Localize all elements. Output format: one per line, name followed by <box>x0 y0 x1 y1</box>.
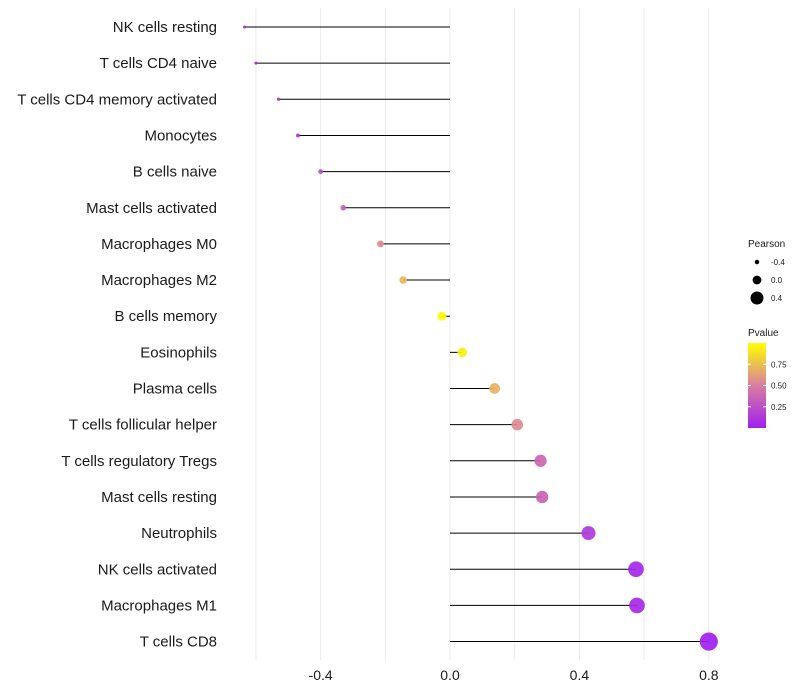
grid-lines <box>255 8 710 660</box>
size-legend-label: -0.4 <box>771 258 785 267</box>
data-point <box>457 347 468 358</box>
size-legend-key <box>754 259 760 265</box>
x-tick-label: -0.4 <box>309 667 333 683</box>
x-tick-label: 0.0 <box>440 667 460 683</box>
color-legend-title: Pvalue <box>748 328 779 339</box>
color-legend-label: 0.75 <box>771 360 787 369</box>
category-label: Plasma cells <box>133 381 217 398</box>
category-label: NK cells resting <box>113 19 217 36</box>
data-point <box>699 632 718 651</box>
category-label: Macrophages M1 <box>101 597 217 614</box>
size-legend-key <box>750 291 764 305</box>
category-label: NK cells activated <box>98 561 217 578</box>
category-labels: NK cells resting T cells CD4 naive T cells… <box>17 19 217 651</box>
category-label: Mast cells activated <box>86 200 217 217</box>
category-label: Neutrophils <box>141 525 217 542</box>
data-point <box>243 25 247 29</box>
color-legend-label: 0.25 <box>771 403 787 412</box>
data-point <box>254 61 258 65</box>
data-point <box>629 597 645 614</box>
data-point <box>536 490 549 504</box>
lollipop-points <box>243 25 718 651</box>
category-label: B cells memory <box>114 308 217 325</box>
data-point <box>340 204 346 211</box>
size-legend-label: 0.4 <box>771 294 783 303</box>
data-point <box>628 561 644 578</box>
data-point <box>581 526 596 541</box>
data-point <box>534 454 547 467</box>
x-tick-labels: -0.4 0.0 0.4 0.8 <box>309 667 719 683</box>
size-legend-title: Pearson <box>748 239 785 250</box>
color-legend-label: 0.50 <box>771 382 787 391</box>
data-point <box>377 240 384 248</box>
category-label: T cells follicular helper <box>69 417 217 434</box>
category-label: T cells CD4 naive <box>100 55 217 72</box>
data-point <box>276 97 281 101</box>
data-point <box>295 133 300 138</box>
category-label: Macrophages M2 <box>101 272 217 289</box>
lollipop-stems <box>244 26 709 643</box>
category-label: Mast cells resting <box>101 489 217 506</box>
data-point <box>511 418 524 431</box>
color-bar <box>748 343 766 428</box>
category-label: T cells CD8 <box>140 634 217 651</box>
data-point <box>437 311 447 321</box>
category-label: T cells regulatory Tregs <box>61 453 217 470</box>
x-tick-label: 0.4 <box>570 667 590 683</box>
data-point <box>399 276 407 284</box>
size-legend-key <box>752 275 762 285</box>
data-point <box>318 169 323 174</box>
data-point <box>489 383 501 394</box>
x-tick-label: 0.8 <box>699 667 719 683</box>
category-label: B cells naive <box>133 164 217 181</box>
category-label: Monocytes <box>144 127 217 144</box>
category-label: Eosinophils <box>140 344 217 361</box>
category-label: Macrophages M0 <box>101 236 217 253</box>
category-label: T cells CD4 memory activated <box>17 91 217 108</box>
size-legend-label: 0.0 <box>771 276 783 285</box>
legend: Pearson Pvalue -0.4 0.0 0.4 0.75 0.50 0.25 <box>748 239 787 428</box>
